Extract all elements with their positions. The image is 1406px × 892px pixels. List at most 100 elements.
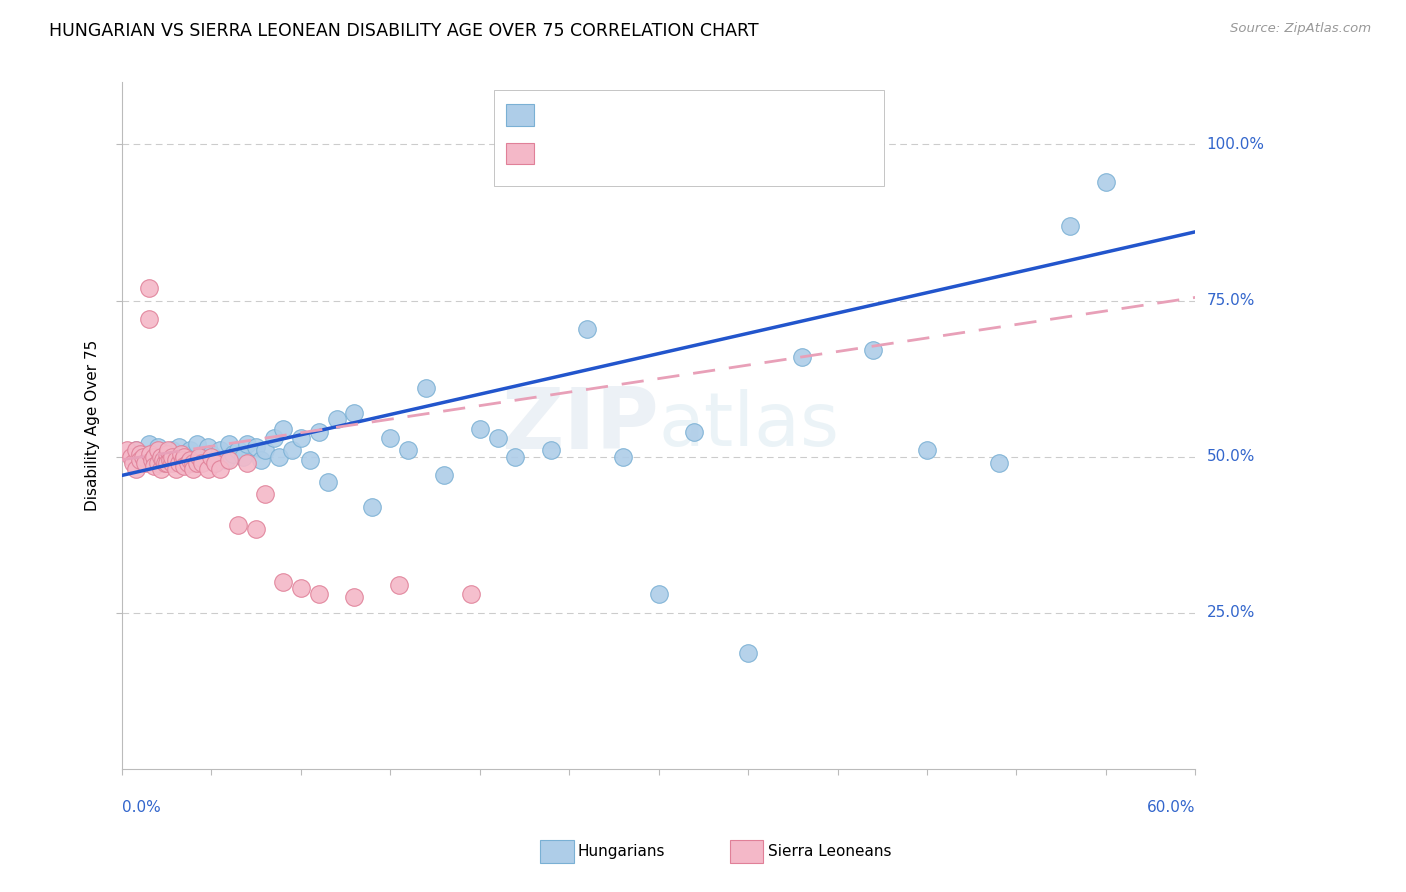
Point [290,581,312,595]
Text: ZIP: ZIP [501,384,658,467]
Point [576,321,599,335]
Point [396,443,419,458]
Point [204,456,226,470]
Point [200,446,222,460]
Point [155,446,177,460]
Point [146,443,169,458]
Point [343,591,366,605]
Point [308,587,330,601]
Point [128,446,150,460]
Point [236,437,259,451]
Point [325,412,347,426]
Point [183,462,205,476]
Point [298,452,321,467]
Point [179,443,201,458]
Text: 100.0%: 100.0% [1206,136,1264,152]
Point [191,456,214,470]
Point [167,456,190,470]
Point [160,443,183,458]
Point [143,450,166,464]
Point [647,587,669,601]
Point [316,475,339,489]
Point [125,443,148,458]
Point [173,458,195,473]
Point [173,450,195,464]
Point [191,450,214,464]
Point [146,456,169,470]
Point [160,456,183,470]
Point [150,456,173,470]
Point [183,456,205,470]
Point [165,450,187,464]
Text: Hungarians: Hungarians [578,845,665,859]
Point [1059,219,1081,233]
Point [380,431,402,445]
Point [152,452,174,467]
Point [153,456,176,470]
Point [226,518,249,533]
Point [281,443,304,458]
Point [343,406,366,420]
Point [121,456,143,470]
Point [204,456,226,470]
Point [197,440,219,454]
Text: 0.0%: 0.0% [122,799,160,814]
Point [486,431,509,445]
Point [460,587,482,601]
Point [226,443,249,458]
Point [128,452,150,467]
Point [540,443,562,458]
Point [159,452,181,467]
Point [167,440,190,454]
Point [222,446,245,460]
Point [165,462,187,476]
Point [143,450,166,464]
Point [271,421,294,435]
Point [186,437,208,451]
Point [361,500,384,514]
Point [157,443,180,458]
Point [468,421,491,435]
Point [862,343,884,358]
Point [433,468,456,483]
Point [250,452,273,467]
Point [505,450,527,464]
Point [132,446,155,460]
Point [197,462,219,476]
Point [987,456,1010,470]
Text: 50.0%: 50.0% [1206,450,1254,464]
Point [209,443,232,458]
Point [790,350,813,364]
Point [125,462,148,476]
Point [150,462,173,476]
Point [308,425,330,439]
Point [132,450,155,464]
Text: R = 0.379   N = 59: R = 0.379 N = 59 [541,106,699,124]
Point [150,450,173,464]
Point [155,446,177,460]
Point [141,452,163,467]
Point [160,450,183,464]
Point [146,440,169,454]
Point [271,574,294,589]
Point [209,462,232,476]
Text: Source: ZipAtlas.com: Source: ZipAtlas.com [1230,22,1371,36]
Point [177,456,200,470]
Point [179,452,201,467]
Point [737,647,759,661]
Point [218,452,240,467]
Text: 75.0%: 75.0% [1206,293,1254,308]
Point [120,450,142,464]
Point [269,450,291,464]
Point [200,450,222,464]
Point [683,425,706,439]
Text: 60.0%: 60.0% [1147,799,1195,814]
Point [115,443,138,458]
Point [915,443,938,458]
Point [170,446,193,460]
Point [165,452,187,467]
Text: R = 0.078   N = 56: R = 0.078 N = 56 [541,145,699,162]
Point [134,456,156,470]
Point [290,431,312,445]
Point [253,487,276,501]
